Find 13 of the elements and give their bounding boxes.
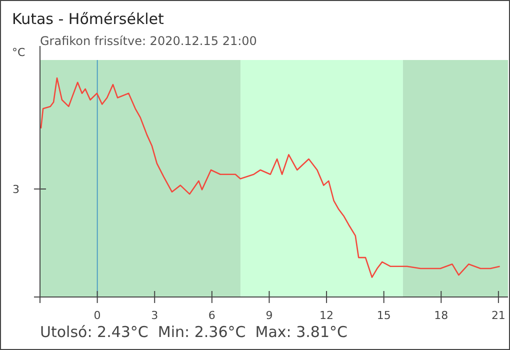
x-tick-label: 0 [94, 309, 101, 322]
chart-subtitle: Grafikon frissítve: 2020.12.15 21:00 [40, 34, 257, 48]
x-tick-label: 21 [491, 309, 506, 322]
x-tick-label: 9 [266, 309, 273, 322]
chart-title: Kutas - Hőmérséklet [12, 10, 164, 28]
text: Utolsó: 2.43°C Min: 2.36°C Max: 3.81°C [40, 323, 348, 341]
x-tick-label: 15 [376, 309, 391, 322]
text: 3 [12, 183, 20, 196]
x-tick-label: 3 [151, 309, 158, 322]
x-tick-label: 12 [320, 309, 334, 322]
x-tick-label: 6 [208, 309, 216, 322]
x-tick-label: 18 [434, 309, 448, 322]
y-axis-title: °C [12, 46, 26, 59]
